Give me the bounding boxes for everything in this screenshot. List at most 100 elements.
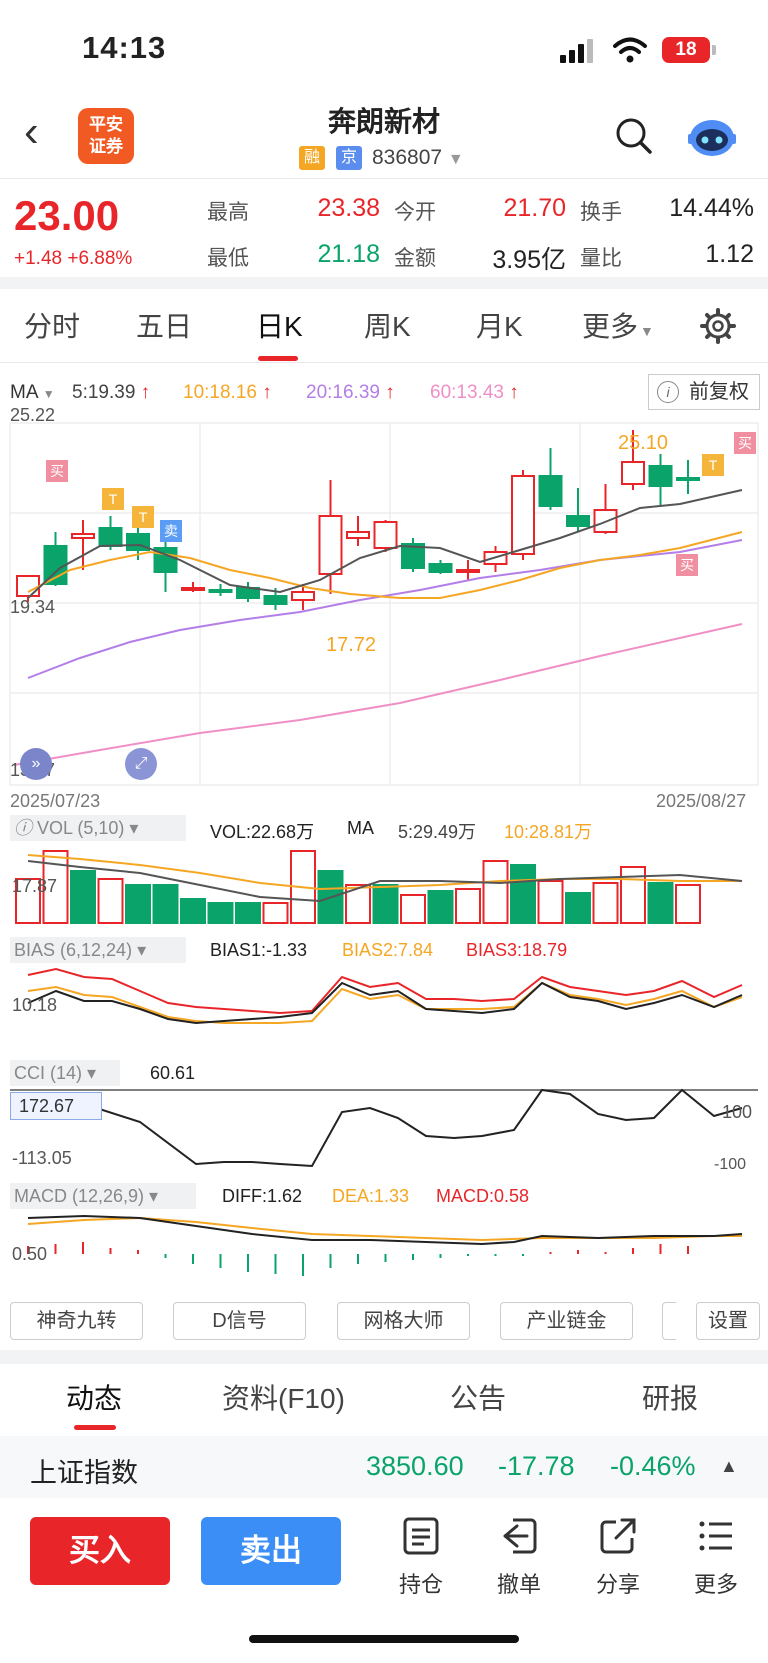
cci-axis-bottom: -113.05 bbox=[12, 1148, 72, 1168]
tool-industry-chain[interactable]: 产业链金 bbox=[500, 1302, 633, 1340]
buy-signal-badge: 买 bbox=[46, 460, 68, 482]
low-value: 21.18 bbox=[317, 240, 380, 268]
ma20-text: 20:16.39 bbox=[306, 382, 380, 403]
bias-label: BIAS (6,12,24) bbox=[14, 940, 133, 960]
volume-bar bbox=[455, 888, 481, 924]
candle-body bbox=[71, 533, 95, 539]
tab-intraday[interactable]: 分时 bbox=[24, 311, 81, 342]
candle-body bbox=[538, 475, 563, 507]
margin-tag: 融 bbox=[299, 146, 325, 170]
ma20-value: 20:16.39 ↑ bbox=[306, 382, 395, 404]
turnover-value: 14.44% bbox=[669, 194, 754, 222]
cci-selector[interactable]: CCI (14) ▾ bbox=[10, 1060, 120, 1086]
chevron-down-icon: ▼ bbox=[447, 151, 464, 168]
candle-body bbox=[98, 527, 123, 547]
tab-five-day[interactable]: 五日 bbox=[136, 311, 193, 342]
volume-chart[interactable] bbox=[0, 845, 768, 925]
high-value: 23.38 bbox=[317, 194, 380, 222]
tab-f10[interactable]: 资料(F10) bbox=[222, 1383, 345, 1414]
tab-daily-k[interactable]: 日K bbox=[256, 311, 303, 342]
back-icon[interactable]: ‹ bbox=[24, 107, 39, 156]
ma10-text: 10:18.16 bbox=[183, 382, 257, 403]
volratio-value: 1.12 bbox=[705, 240, 754, 268]
macd-selector[interactable]: MACD (12,26,9) ▾ bbox=[10, 1183, 196, 1209]
volume-bar bbox=[482, 860, 509, 924]
volume-bar bbox=[125, 884, 151, 924]
stock-code[interactable]: 836807 ▼ bbox=[372, 146, 464, 170]
tab-monthly-k[interactable]: 月K bbox=[476, 311, 523, 342]
current-price: 23.00 bbox=[14, 192, 120, 239]
broker-logo[interactable]: 平安证券 bbox=[78, 108, 134, 164]
cci-axis-right-top: 100 bbox=[722, 1102, 753, 1122]
candle-body bbox=[181, 587, 205, 591]
vol-label: VOL (5,10) bbox=[37, 818, 125, 838]
tab-research[interactable]: 研报 bbox=[642, 1383, 699, 1414]
tab-news[interactable]: 动态 bbox=[66, 1383, 123, 1414]
volratio-label: 量比 bbox=[580, 247, 622, 270]
date-end: 2025/08/27 bbox=[656, 791, 747, 811]
settings-gear-icon[interactable] bbox=[700, 308, 736, 344]
sell-button[interactable]: 卖出 bbox=[201, 1517, 341, 1585]
more-button[interactable]: 更多 bbox=[686, 1516, 746, 1599]
buy-signal-badge: 买 bbox=[734, 432, 756, 454]
bottom-tab-indicator bbox=[74, 1425, 116, 1430]
home-indicator bbox=[249, 1635, 519, 1643]
index-ticker-bar[interactable] bbox=[0, 1436, 768, 1498]
holdings-button[interactable]: 持仓 bbox=[391, 1516, 451, 1599]
cancel-order-button[interactable]: 撤单 bbox=[489, 1516, 549, 1599]
arrow-up-icon: ↑ bbox=[135, 382, 151, 403]
tab-weekly-k[interactable]: 周K bbox=[364, 311, 411, 342]
candle-body bbox=[401, 543, 425, 569]
assistant-robot-icon[interactable] bbox=[686, 112, 738, 160]
adjust-price-button[interactable]: 前复权 bbox=[648, 374, 760, 410]
t-signal-badge: T bbox=[102, 488, 124, 510]
tool-d-signal[interactable]: D信号 bbox=[173, 1302, 306, 1340]
volume-bar bbox=[675, 884, 701, 924]
fast-forward-icon[interactable]: » bbox=[20, 748, 52, 780]
low-mark-label: 17.72 bbox=[326, 634, 377, 656]
vol-selector[interactable]: ⓘ VOL (5,10) ▾ bbox=[10, 815, 186, 841]
tool-magic-nine[interactable]: 神奇九转 bbox=[10, 1302, 143, 1340]
caret-down-icon: ▼ bbox=[640, 323, 654, 339]
buy-button[interactable]: 买入 bbox=[30, 1517, 170, 1585]
tab-announcements[interactable]: 公告 bbox=[450, 1383, 507, 1414]
tab-more-label: 更多 bbox=[582, 311, 639, 342]
candle-body bbox=[16, 575, 40, 597]
share-button[interactable]: 分享 bbox=[588, 1516, 648, 1599]
caret-up-icon[interactable]: ▲ bbox=[720, 1456, 738, 1476]
volume-bar bbox=[97, 878, 124, 924]
tool-grid-master[interactable]: 网格大师 bbox=[337, 1302, 470, 1340]
candlestick-chart[interactable] bbox=[0, 420, 768, 820]
more-label: 更多 bbox=[693, 1572, 738, 1597]
ma-selector[interactable]: MA ▼ bbox=[10, 382, 55, 404]
ma5-text: 5:19.39 bbox=[72, 382, 136, 403]
battery-indicator: 18 bbox=[662, 37, 716, 63]
tool-overflow[interactable] bbox=[662, 1302, 676, 1340]
price-change: +1.48 +6.88% bbox=[14, 248, 133, 269]
volume-bar bbox=[235, 902, 261, 924]
info-icon: ⓘ bbox=[14, 818, 38, 838]
tab-more[interactable]: 更多 ▼ bbox=[582, 305, 654, 345]
low-label: 最低 bbox=[207, 247, 249, 270]
vol-ma5: 5:29.49万 bbox=[398, 822, 477, 842]
volume-bar bbox=[537, 880, 564, 924]
bias-selector[interactable]: BIAS (6,12,24) ▾ bbox=[10, 937, 186, 963]
volume-bar bbox=[70, 870, 96, 924]
candle-body bbox=[648, 465, 673, 487]
fullscreen-icon[interactable]: ⤢ bbox=[125, 748, 157, 780]
volume-bar bbox=[427, 890, 454, 924]
info-icon[interactable]: i bbox=[657, 381, 679, 403]
share-label: 分享 bbox=[595, 1572, 640, 1597]
search-icon[interactable] bbox=[614, 116, 654, 156]
volume-bar bbox=[400, 894, 426, 924]
ma20-line bbox=[27, 539, 743, 679]
bias-chart bbox=[27, 967, 743, 1025]
macd-axis: 0.50 bbox=[12, 1244, 48, 1264]
tool-settings[interactable]: 设置 bbox=[696, 1302, 760, 1340]
candle-body bbox=[456, 569, 480, 573]
vol-ma-label: MA bbox=[347, 818, 374, 838]
volume-bar bbox=[180, 898, 206, 924]
volume-bar bbox=[207, 902, 234, 924]
t-signal-badge: T bbox=[702, 454, 724, 476]
price-axis-mid: 19.34 bbox=[10, 597, 56, 617]
